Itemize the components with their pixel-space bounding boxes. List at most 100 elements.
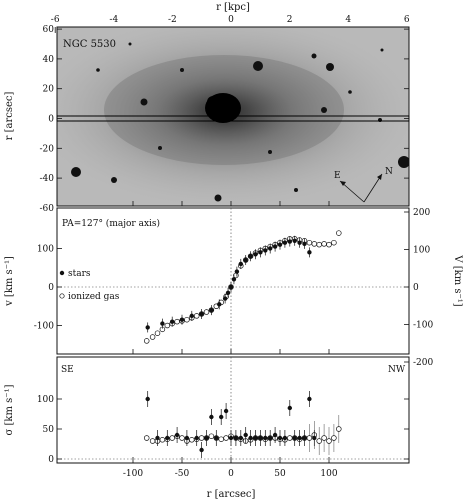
dispersion-star-point <box>199 447 204 453</box>
dispersion-gas-point <box>223 435 229 441</box>
top-tick-label: 2 <box>287 15 293 25</box>
bottom-axis-label: r [arcsec] <box>207 489 256 500</box>
dispersion-star-point <box>282 435 288 441</box>
velocity-star-point <box>297 240 302 245</box>
compass-east-label: E <box>334 171 341 181</box>
velocity-star-point <box>228 284 234 290</box>
velocity-star-point <box>292 238 297 243</box>
top-axis-label: r [kpc] <box>216 2 250 13</box>
dispersion-star-point <box>253 435 258 441</box>
dispersion-star-point <box>312 435 317 441</box>
velocity-gas-point <box>164 322 171 329</box>
dispersion-star-point <box>219 414 224 420</box>
top-tick-label: -6 <box>51 15 60 25</box>
dispersion-star-point <box>145 396 150 402</box>
velocity-ytick-right-label: -200 <box>413 358 433 368</box>
velocity-ytick-left-label: 100 <box>37 245 54 255</box>
velocity-annotation: PA=127° (major axis) <box>62 218 160 229</box>
velocity-star-point <box>253 252 258 257</box>
dispersion-star-point <box>248 435 253 441</box>
dispersion-gas-point <box>208 433 215 439</box>
dispersion-star-point <box>238 435 243 441</box>
legend-stars: stars <box>68 269 91 279</box>
dispersion-star-point <box>155 435 160 441</box>
velocity-gas-point <box>331 239 337 246</box>
velocity-star-point <box>179 317 185 322</box>
image-ylabel: r [arcsec] <box>4 92 15 141</box>
dispersion-se-label: SE <box>61 365 74 375</box>
velocity-star-point <box>307 250 312 255</box>
dispersion-star-point <box>209 414 214 420</box>
velocity-gas-point <box>174 318 180 325</box>
galaxy-image <box>56 26 410 207</box>
bottom-tick-label: -100 <box>123 469 143 479</box>
dispersion-star-point <box>184 435 190 441</box>
dispersion-star-point <box>258 435 263 441</box>
dispersion-star-point <box>174 432 180 438</box>
velocity-star-point <box>160 321 165 326</box>
velocity-star-point <box>222 296 228 301</box>
velocity-ytick-left-label: 0 <box>48 283 54 293</box>
dispersion-ytick-label: 50 <box>43 425 55 435</box>
image-ytick-label: -20 <box>40 144 55 154</box>
velocity-star-point <box>234 269 240 274</box>
dispersion-star-point <box>243 432 248 438</box>
dispersion-star-point <box>302 435 307 441</box>
velocity-star-point <box>145 325 150 330</box>
bottom-tick-label: 50 <box>274 469 286 479</box>
dispersion-star-point <box>292 435 297 441</box>
dispersion-gas-point <box>179 435 185 441</box>
image-ytick-label: 20 <box>43 85 55 95</box>
top-tick-label: -2 <box>168 15 177 25</box>
velocity-star-point <box>282 240 288 245</box>
velocity-star-point <box>287 239 292 244</box>
velocity-gas-point <box>184 316 190 323</box>
image-ytick-label: -60 <box>40 204 55 214</box>
dispersion-gas-point <box>159 437 166 443</box>
bottom-tick-label: 0 <box>228 469 234 479</box>
compass: E N <box>334 167 393 203</box>
velocity-ytick-right-label: 100 <box>413 246 430 256</box>
compass-north-label: N <box>385 167 393 177</box>
velocity-star-point <box>248 254 253 259</box>
velocity-star-point <box>243 257 248 263</box>
top-tick-label: 0 <box>228 15 234 25</box>
dispersion-star-point <box>297 435 302 441</box>
dispersion-star-point <box>268 435 273 441</box>
velocity-gas-point <box>154 330 161 336</box>
dispersion-star-point <box>223 408 229 414</box>
dispersion-star-point <box>307 396 312 402</box>
velocity-ytick-right-label: -100 <box>413 321 433 331</box>
velocity-gas-point <box>149 334 156 340</box>
velocity-star-point <box>272 244 278 249</box>
dispersion-gas-point <box>336 426 342 432</box>
velocity-ytick-right-label: 200 <box>413 208 430 218</box>
dispersion-star-point <box>277 435 283 441</box>
velocity-star-point <box>263 248 268 253</box>
foreground-stars <box>71 42 409 202</box>
dispersion-gas-point <box>287 435 293 441</box>
dispersion-gas-point <box>306 435 313 441</box>
dispersion-gas-point <box>316 438 322 444</box>
dispersion-star-point <box>165 435 170 441</box>
velocity-ytick-right-label: 0 <box>413 283 419 293</box>
velocity-star-point <box>258 250 263 255</box>
dispersion-star-point <box>263 435 268 441</box>
image-ytick-label: 60 <box>43 25 55 35</box>
bottom-tick-label: -50 <box>175 469 190 479</box>
velocity-panel <box>56 207 410 355</box>
dispersion-panel <box>56 356 410 464</box>
bottom-tick-label: 100 <box>320 469 337 479</box>
top-tick-label: -4 <box>109 15 118 25</box>
dispersion-nw-label: NW <box>388 365 406 375</box>
velocity-ytick-left-label: -100 <box>34 322 54 332</box>
dispersion-gas-point <box>198 435 205 441</box>
image-ytick-label: 0 <box>48 115 54 125</box>
dispersion-star-point <box>204 435 209 441</box>
velocity-star-point <box>277 242 283 247</box>
top-tick-label: 4 <box>345 15 351 25</box>
velocity-star-point <box>231 277 237 282</box>
velocity-star-point <box>209 307 214 313</box>
velocity-star-point <box>170 319 175 324</box>
